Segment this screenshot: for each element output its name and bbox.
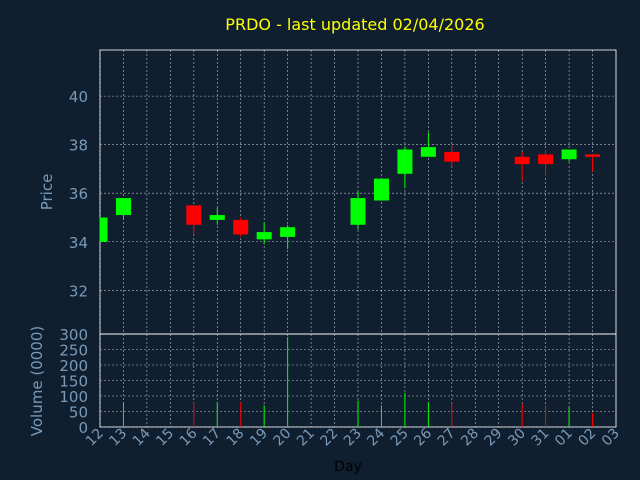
x-tick-11: 23: [341, 426, 365, 450]
x-tick-8: 20: [271, 426, 295, 450]
volume-tick-300: 300: [59, 326, 88, 344]
candle-body-02: [585, 154, 601, 157]
candle-body-25: [397, 149, 413, 174]
x-axis: 12 13 14 15 16 17 18 19 20 21 22 23 24 25 26 27 28 29 30 31…: [83, 425, 623, 449]
candle-body-26: [420, 147, 436, 157]
x-tick-20: 01: [552, 426, 576, 450]
x-tick-13: 25: [388, 426, 412, 450]
x-tick-17: 29: [482, 426, 506, 450]
x-tick-10: 22: [317, 426, 341, 450]
x-tick-12: 24: [364, 425, 388, 449]
volume-tick-250: 250: [59, 342, 88, 360]
x-tick-9: 21: [294, 426, 318, 450]
x-tick-6: 18: [224, 426, 248, 450]
x-tick-18: 30: [505, 426, 529, 450]
x-tick-21: 02: [575, 426, 599, 450]
price-tick-36: 36: [69, 185, 88, 203]
x-axis-label: Day: [334, 459, 362, 475]
x-tick-7: 19: [247, 426, 271, 450]
volume-tick-200: 200: [59, 357, 88, 375]
price-tick-38: 38: [69, 137, 88, 155]
volume-tick-100: 100: [59, 388, 88, 406]
x-tick-2: 14: [130, 425, 154, 449]
candle-body-17: [209, 215, 225, 220]
candle-body-24: [373, 178, 389, 201]
price-tick-32: 32: [69, 282, 88, 300]
x-tick-16: 28: [458, 426, 482, 450]
candle-body-30: [514, 156, 530, 165]
x-tick-5: 17: [200, 426, 224, 450]
candle-body-23: [350, 198, 366, 225]
price-axis-label: Price: [38, 174, 56, 211]
chart-title: PRDO - last updated 02/04/2026: [225, 15, 484, 34]
volume-tick-50: 50: [69, 404, 88, 422]
x-tick-3: 15: [153, 426, 177, 450]
x-tick-19: 31: [529, 426, 553, 450]
candle-body-16: [186, 205, 202, 225]
x-tick-1: 13: [106, 426, 130, 450]
candle-body-19: [256, 232, 272, 240]
price-tick-34: 34: [69, 234, 88, 252]
price-panel: 32 34 36 38 40: [69, 49, 617, 335]
candle-body-01: [561, 149, 577, 160]
price-tick-40: 40: [69, 88, 88, 106]
candle-body-31: [538, 154, 554, 165]
candle-body-13: [115, 198, 131, 216]
x-tick-22: 03: [599, 426, 623, 450]
volume-axis-label: Volume (0000): [28, 326, 46, 436]
x-tick-15: 27: [435, 426, 459, 450]
volume-tick-150: 150: [59, 373, 88, 391]
volume-tick-0: 0: [78, 419, 88, 437]
candle-body-12: [100, 217, 108, 242]
candle-body-18: [233, 219, 249, 235]
candle-body-27: [444, 151, 460, 162]
x-tick-14: 26: [411, 425, 435, 449]
candle-body-20: [280, 227, 296, 237]
x-tick-4: 16: [177, 425, 201, 449]
